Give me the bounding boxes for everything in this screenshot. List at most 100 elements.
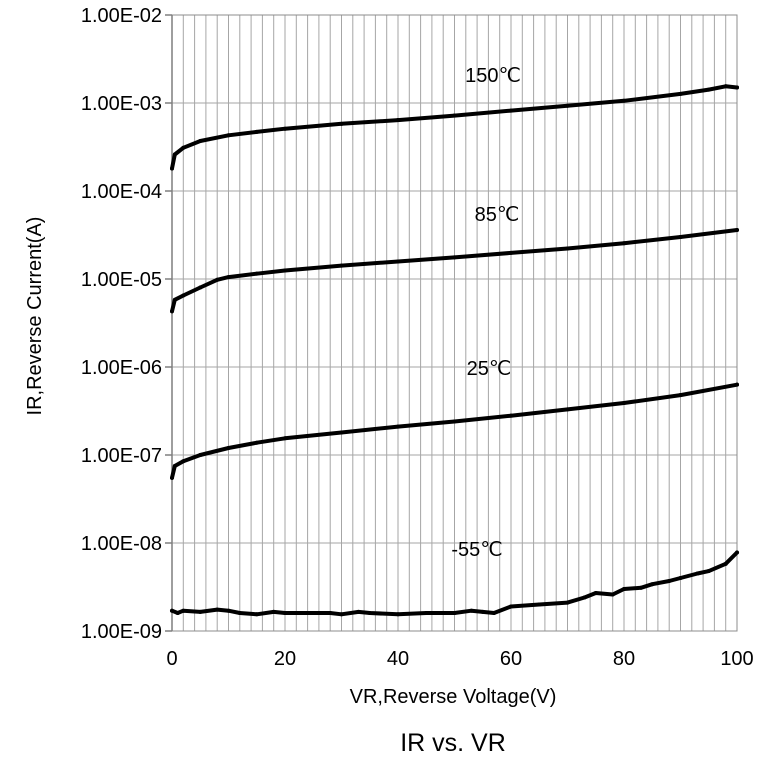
series-label: 150℃ bbox=[465, 65, 521, 87]
x-tick-label: 60 bbox=[500, 648, 522, 670]
data-point bbox=[452, 419, 457, 424]
data-point bbox=[509, 250, 513, 255]
data-point bbox=[254, 129, 259, 134]
data-point bbox=[469, 608, 474, 613]
data-point bbox=[565, 246, 570, 251]
data-point bbox=[254, 271, 259, 276]
data-point bbox=[226, 608, 231, 613]
data-point bbox=[396, 118, 400, 123]
data-point bbox=[215, 277, 220, 282]
data-point bbox=[565, 407, 570, 412]
data-point bbox=[452, 255, 457, 260]
data-point bbox=[650, 582, 655, 587]
data-point bbox=[678, 91, 683, 96]
data-point bbox=[622, 400, 626, 405]
series-0 bbox=[170, 84, 739, 171]
data-point bbox=[170, 608, 174, 613]
data-point bbox=[254, 612, 259, 617]
x-tick-label: 40 bbox=[387, 648, 409, 670]
data-point bbox=[593, 591, 598, 596]
data-point bbox=[509, 108, 513, 113]
series-line bbox=[170, 228, 739, 314]
data-point bbox=[610, 592, 615, 597]
data-point bbox=[198, 609, 203, 614]
y-axis-title: IR,Reverse Current(A) bbox=[24, 217, 46, 416]
data-point bbox=[706, 569, 711, 574]
data-point bbox=[198, 285, 203, 290]
data-point bbox=[396, 259, 400, 264]
y-tick-label: 1.00E-03 bbox=[81, 93, 162, 115]
data-point bbox=[215, 607, 220, 612]
data-point bbox=[283, 611, 287, 616]
data-point bbox=[181, 145, 186, 150]
data-point bbox=[170, 475, 174, 480]
series-label: 85℃ bbox=[475, 204, 520, 226]
x-tick-label: 100 bbox=[720, 648, 753, 670]
data-point bbox=[678, 235, 683, 240]
data-point bbox=[582, 595, 587, 600]
series-1 bbox=[170, 228, 739, 314]
data-point bbox=[226, 446, 231, 451]
data-point bbox=[622, 587, 626, 592]
y-tick-label: 1.00E-09 bbox=[81, 621, 162, 643]
data-point bbox=[565, 103, 570, 108]
plot-grid bbox=[172, 14, 737, 632]
data-point bbox=[254, 440, 259, 445]
data-point bbox=[198, 138, 203, 143]
data-point bbox=[396, 612, 400, 617]
series-labels: 150℃ 85℃ 25℃ -55℃ bbox=[451, 65, 521, 561]
x-tick-label: 20 bbox=[274, 648, 296, 670]
data-point bbox=[181, 459, 186, 464]
data-point bbox=[170, 166, 174, 171]
data-point bbox=[226, 133, 231, 138]
plot-axes bbox=[165, 14, 738, 632]
data-point bbox=[356, 609, 361, 614]
data-point bbox=[172, 152, 177, 157]
data-point bbox=[678, 393, 683, 398]
y-tick-label: 1.00E-06 bbox=[81, 357, 162, 379]
data-point bbox=[735, 85, 739, 90]
data-point bbox=[622, 241, 626, 246]
data-point bbox=[678, 576, 683, 581]
data-point bbox=[283, 268, 287, 273]
x-axis-title: VR,Reverse Voltage(V) bbox=[350, 686, 557, 708]
y-tick-label: 1.00E-02 bbox=[81, 5, 162, 27]
data-point bbox=[181, 608, 186, 613]
data-point bbox=[181, 293, 186, 298]
data-point bbox=[723, 84, 728, 89]
data-point bbox=[396, 424, 400, 429]
data-point bbox=[283, 436, 287, 441]
data-point bbox=[271, 609, 276, 614]
data-point bbox=[339, 263, 344, 268]
data-point bbox=[424, 611, 429, 616]
x-tick-label: 0 bbox=[166, 648, 177, 670]
series-label: 25℃ bbox=[467, 358, 512, 380]
y-tick-label: 1.00E-08 bbox=[81, 533, 162, 555]
y-tick-label: 1.00E-04 bbox=[81, 181, 162, 203]
data-series bbox=[170, 84, 739, 617]
data-point bbox=[565, 600, 570, 605]
data-point bbox=[509, 413, 513, 418]
series-label: -55℃ bbox=[451, 539, 502, 561]
data-point bbox=[695, 571, 700, 576]
data-point bbox=[283, 126, 287, 131]
data-point bbox=[706, 87, 711, 92]
x-tick-label: 80 bbox=[613, 648, 635, 670]
data-point bbox=[509, 604, 513, 609]
data-point bbox=[311, 611, 316, 616]
data-point bbox=[622, 98, 626, 103]
y-tick-label: 1.00E-07 bbox=[81, 445, 162, 467]
data-point bbox=[198, 453, 203, 457]
data-point bbox=[367, 611, 372, 616]
data-point bbox=[638, 585, 643, 590]
data-point bbox=[328, 611, 333, 616]
data-point bbox=[735, 382, 739, 387]
data-point bbox=[452, 611, 457, 616]
series-3 bbox=[170, 550, 739, 617]
data-point bbox=[339, 430, 344, 435]
data-point bbox=[237, 611, 242, 616]
data-point bbox=[537, 602, 542, 607]
data-point bbox=[723, 561, 728, 566]
data-point bbox=[492, 611, 497, 616]
